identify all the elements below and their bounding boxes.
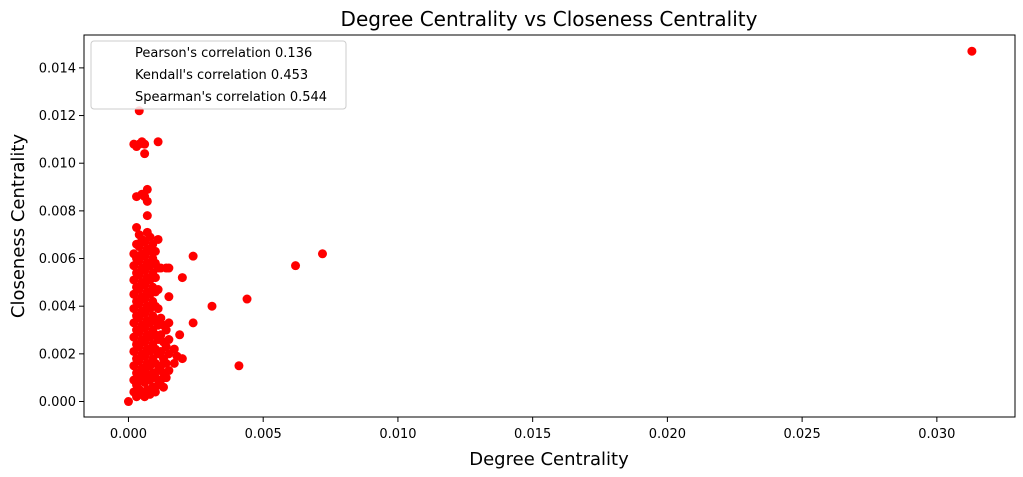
data-point [169, 344, 179, 354]
data-point [142, 184, 152, 194]
legend-entry-kendall: Kendall's correlation 0.453 [135, 68, 308, 83]
y-tick-label: 0.006 [39, 252, 76, 267]
y-tick-label: 0.010 [39, 157, 76, 172]
data-point [150, 387, 160, 397]
data-point [161, 342, 171, 352]
y-tick-label: 0.002 [39, 347, 76, 362]
legend-box [90, 40, 347, 110]
y-axis-title: Closeness Centrality [8, 134, 29, 319]
data-point [142, 211, 152, 221]
data-point [164, 292, 174, 302]
data-point [317, 249, 327, 259]
data-point [188, 251, 198, 261]
data-point [161, 358, 171, 368]
y-tick-label: 0.012 [39, 109, 76, 124]
data-point [164, 318, 174, 328]
data-point [164, 335, 174, 345]
data-point [188, 318, 198, 328]
legend-entry-pearson: Pearson's correlation 0.136 [135, 46, 312, 61]
y-tick-label: 0.014 [39, 61, 76, 76]
x-tick-label: 0.025 [784, 427, 821, 442]
data-point [156, 313, 166, 323]
y-tick-label: 0.008 [39, 204, 76, 219]
data-point [140, 149, 150, 159]
legend: Pearson's correlation 0.136 Kendall's co… [90, 40, 347, 110]
x-axis-ticks: 0.000 0.005 0.010 0.015 0.020 0.025 0.030 [110, 417, 955, 442]
data-point [153, 304, 163, 314]
x-tick-label: 0.000 [110, 427, 147, 442]
data-point [145, 232, 155, 242]
x-tick-label: 0.015 [514, 427, 551, 442]
data-point [234, 361, 244, 371]
x-tick-label: 0.030 [918, 427, 955, 442]
data-point [150, 246, 160, 256]
chart-title: Degree Centrality vs Closeness Centralit… [341, 7, 758, 31]
data-point [175, 330, 185, 340]
plot-frame [83, 34, 1016, 418]
data-point [132, 223, 142, 233]
data-point [153, 234, 163, 244]
data-point [161, 373, 171, 383]
data-point [140, 192, 150, 202]
data-point [164, 263, 174, 273]
x-tick-label: 0.005 [245, 427, 282, 442]
data-point [242, 294, 252, 304]
y-axis-ticks: 0.000 0.002 0.004 0.006 0.008 0.010 0.012 0.014 [39, 61, 84, 410]
data-point [177, 273, 187, 283]
x-tick-label: 0.010 [379, 427, 416, 442]
data-point [153, 137, 163, 147]
legend-entry-spearman: Spearman's correlation 0.544 [135, 90, 327, 105]
data-points [123, 46, 977, 407]
data-point [169, 358, 179, 368]
data-point [150, 273, 160, 283]
data-point [140, 139, 150, 149]
data-point [291, 261, 301, 271]
x-tick-label: 0.020 [649, 427, 686, 442]
data-point [177, 354, 187, 364]
y-tick-label: 0.004 [39, 300, 76, 315]
y-tick-label: 0.000 [39, 395, 76, 410]
data-point [123, 397, 133, 407]
x-axis-title: Degree Centrality [469, 449, 629, 470]
data-point [967, 46, 977, 56]
data-point [158, 382, 168, 392]
data-point [161, 325, 171, 335]
data-point [153, 285, 163, 295]
data-point [207, 301, 217, 311]
data-point [164, 366, 174, 376]
